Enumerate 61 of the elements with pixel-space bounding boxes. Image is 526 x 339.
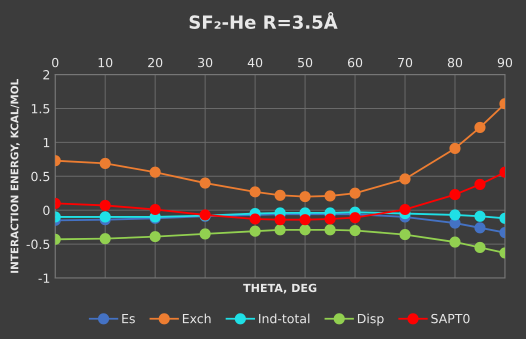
x-tick-label: 20 [148,58,162,68]
x-axis-title: THETA, DEG [243,284,316,294]
point [250,213,261,225]
point [449,142,461,154]
legend-label: Es [122,314,135,324]
point [324,190,336,202]
point [100,233,111,244]
y-axis-title: INTERACTION ENERGY, KCAL/MOL [10,79,20,273]
x-tick-label: 80 [448,58,462,68]
point [474,222,486,234]
point [274,224,286,236]
point [200,178,211,189]
x-tick-label: 30 [198,58,212,68]
point [274,190,286,201]
point [100,158,111,169]
point [100,211,111,223]
point [399,173,411,185]
x-tick-label: 90 [498,58,512,68]
point [200,228,211,240]
x-tick-label: 60 [348,58,362,68]
point [250,186,261,198]
point [324,224,336,236]
legend-label: Exch [182,314,211,324]
point [150,204,161,216]
y-tick-label: -0.5 [26,240,50,250]
point [399,204,411,216]
point [349,212,361,224]
y-tick-label: 2 [43,70,50,80]
point [449,209,461,220]
point [349,188,361,199]
x-tick-label: 0 [52,58,58,68]
x-tick-label: 70 [398,58,412,68]
point [474,242,486,254]
legend-label: SAPT0 [431,314,470,324]
point [100,200,111,211]
point [150,231,161,242]
x-tick-label: 10 [98,58,112,68]
y-tick-label: 0.5 [31,172,50,182]
y-tick-label: -1 [38,274,50,283]
point [150,166,161,178]
point [274,214,286,226]
point [449,189,461,200]
x-tick-label: 40 [248,58,262,68]
point [250,226,261,237]
point [449,236,461,248]
point [324,213,336,225]
chart-title: SF₂-He R=3.5Å [190,12,338,29]
point [300,224,311,236]
point [474,178,486,190]
point [474,210,486,222]
point [474,122,486,134]
y-tick-label: 0 [43,206,50,216]
x-tick-label: 50 [298,58,312,68]
point [300,214,311,226]
y-tick-label: 1.5 [32,104,50,114]
point [349,224,361,236]
legend-label: Ind-total [259,314,310,324]
legend-label: Disp [358,314,384,326]
point [399,229,411,240]
point [300,191,311,202]
y-tick-label: 1 [44,138,50,148]
